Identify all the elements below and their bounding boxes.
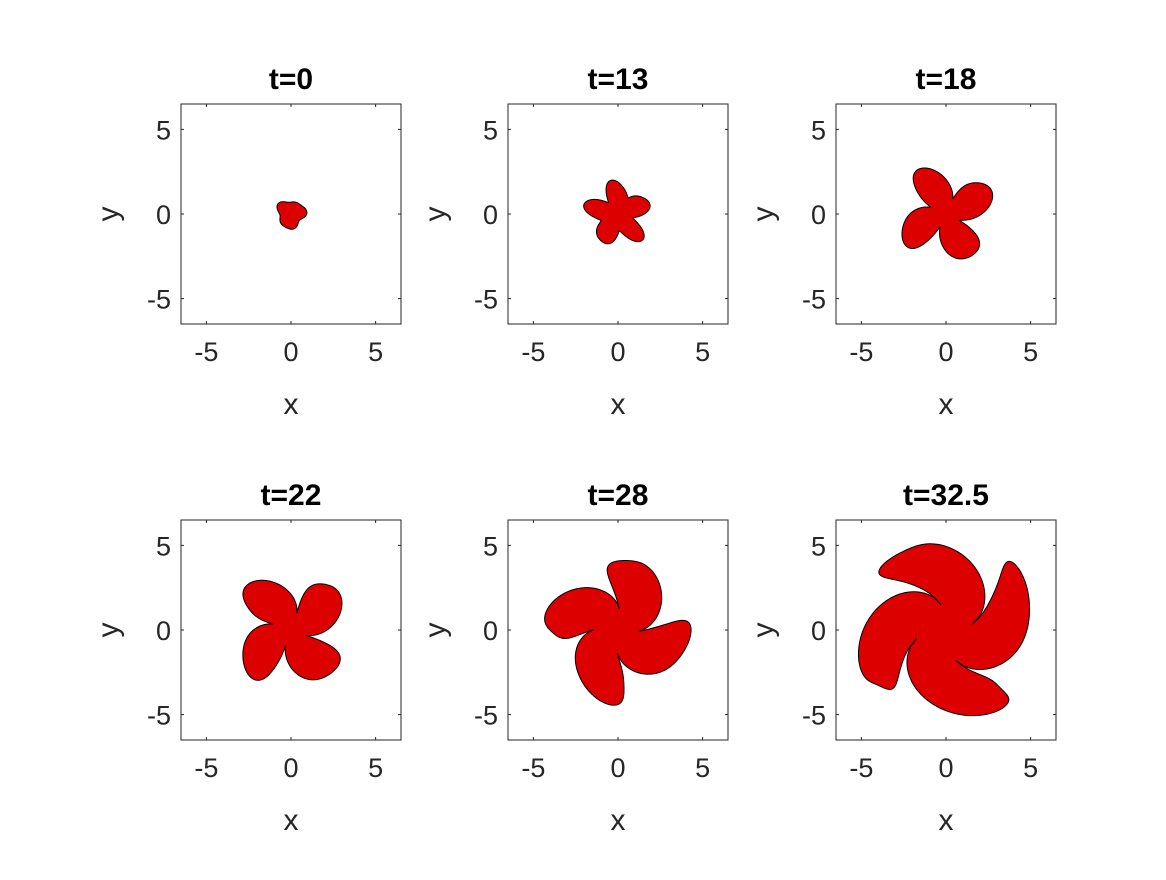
filled-region	[901, 167, 994, 260]
filled-region	[242, 579, 343, 681]
y-tick-label: 0	[156, 200, 171, 230]
y-tick-label: -5	[147, 285, 171, 315]
y-tick-label: 0	[811, 200, 826, 230]
x-axis-label: x	[939, 388, 954, 421]
subplot-5: -5 0 5 -5 0 5 t=28 x y	[419, 479, 729, 837]
y-tick-label: 5	[483, 115, 498, 145]
y-tick-label: 0	[156, 616, 171, 646]
subplot-title: t=22	[261, 479, 322, 512]
x-tick-label: -5	[521, 337, 545, 367]
y-axis-label: y	[419, 623, 452, 638]
subplot-title: t=13	[588, 63, 649, 96]
x-tick-label: 5	[695, 753, 710, 783]
y-axis-label: y	[419, 207, 452, 222]
x-axis-label: x	[284, 388, 299, 421]
x-tick-label: 5	[368, 337, 383, 367]
y-axis-label: y	[747, 623, 780, 638]
y-tick-label: -5	[474, 701, 498, 731]
x-tick-label: 0	[283, 337, 298, 367]
y-axis-label: y	[92, 207, 125, 222]
x-tick-label: 5	[1023, 337, 1038, 367]
y-tick-label: 0	[483, 616, 498, 646]
y-tick-label: -5	[474, 285, 498, 315]
x-tick-label: -5	[849, 753, 873, 783]
x-tick-label: 5	[695, 337, 710, 367]
subplot-title: t=0	[269, 63, 313, 96]
subplot-title: t=32.5	[903, 479, 989, 512]
y-axis-label: y	[747, 207, 780, 222]
x-tick-label: 0	[283, 753, 298, 783]
y-tick-label: -5	[147, 701, 171, 731]
x-axis-label: x	[611, 804, 626, 837]
x-tick-label: 0	[610, 753, 625, 783]
x-tick-label: -5	[194, 337, 218, 367]
y-tick-label: 0	[811, 616, 826, 646]
y-tick-label: 5	[156, 115, 171, 145]
filled-region	[583, 179, 651, 245]
x-tick-label: 0	[938, 753, 953, 783]
x-axis-label: x	[939, 804, 954, 837]
subplot-4: -5 0 5 -5 0 5 t=22 x y	[92, 479, 402, 837]
y-tick-label: 5	[156, 531, 171, 561]
y-tick-label: -5	[802, 285, 826, 315]
filled-region	[544, 560, 692, 706]
x-tick-label: -5	[194, 753, 218, 783]
y-tick-label: 5	[811, 531, 826, 561]
y-tick-label: -5	[802, 701, 826, 731]
x-tick-label: 5	[368, 753, 383, 783]
y-tick-label: 5	[483, 531, 498, 561]
subplot-3: -5 0 5 -5 0 5 t=18 x y	[747, 63, 1057, 421]
x-axis-label: x	[284, 804, 299, 837]
filled-region	[276, 201, 308, 230]
filled-region	[857, 543, 1031, 717]
y-axis-label: y	[92, 623, 125, 638]
x-tick-label: -5	[849, 337, 873, 367]
x-tick-label: 0	[938, 337, 953, 367]
subplot-title: t=18	[916, 63, 977, 96]
subplot-6: -5 0 5 -5 0 5 t=32.5 x y	[747, 479, 1057, 837]
x-tick-label: -5	[521, 753, 545, 783]
x-axis-label: x	[611, 388, 626, 421]
y-tick-label: 0	[483, 200, 498, 230]
x-tick-label: 5	[1023, 753, 1038, 783]
y-tick-label: 5	[811, 115, 826, 145]
subplot-1: -5 0 5 -5 0 5 t=0 x y	[92, 63, 402, 421]
subplot-2: -5 0 5 -5 0 5 t=13 x y	[419, 63, 729, 421]
x-tick-label: 0	[610, 337, 625, 367]
subplot-title: t=28	[588, 479, 649, 512]
